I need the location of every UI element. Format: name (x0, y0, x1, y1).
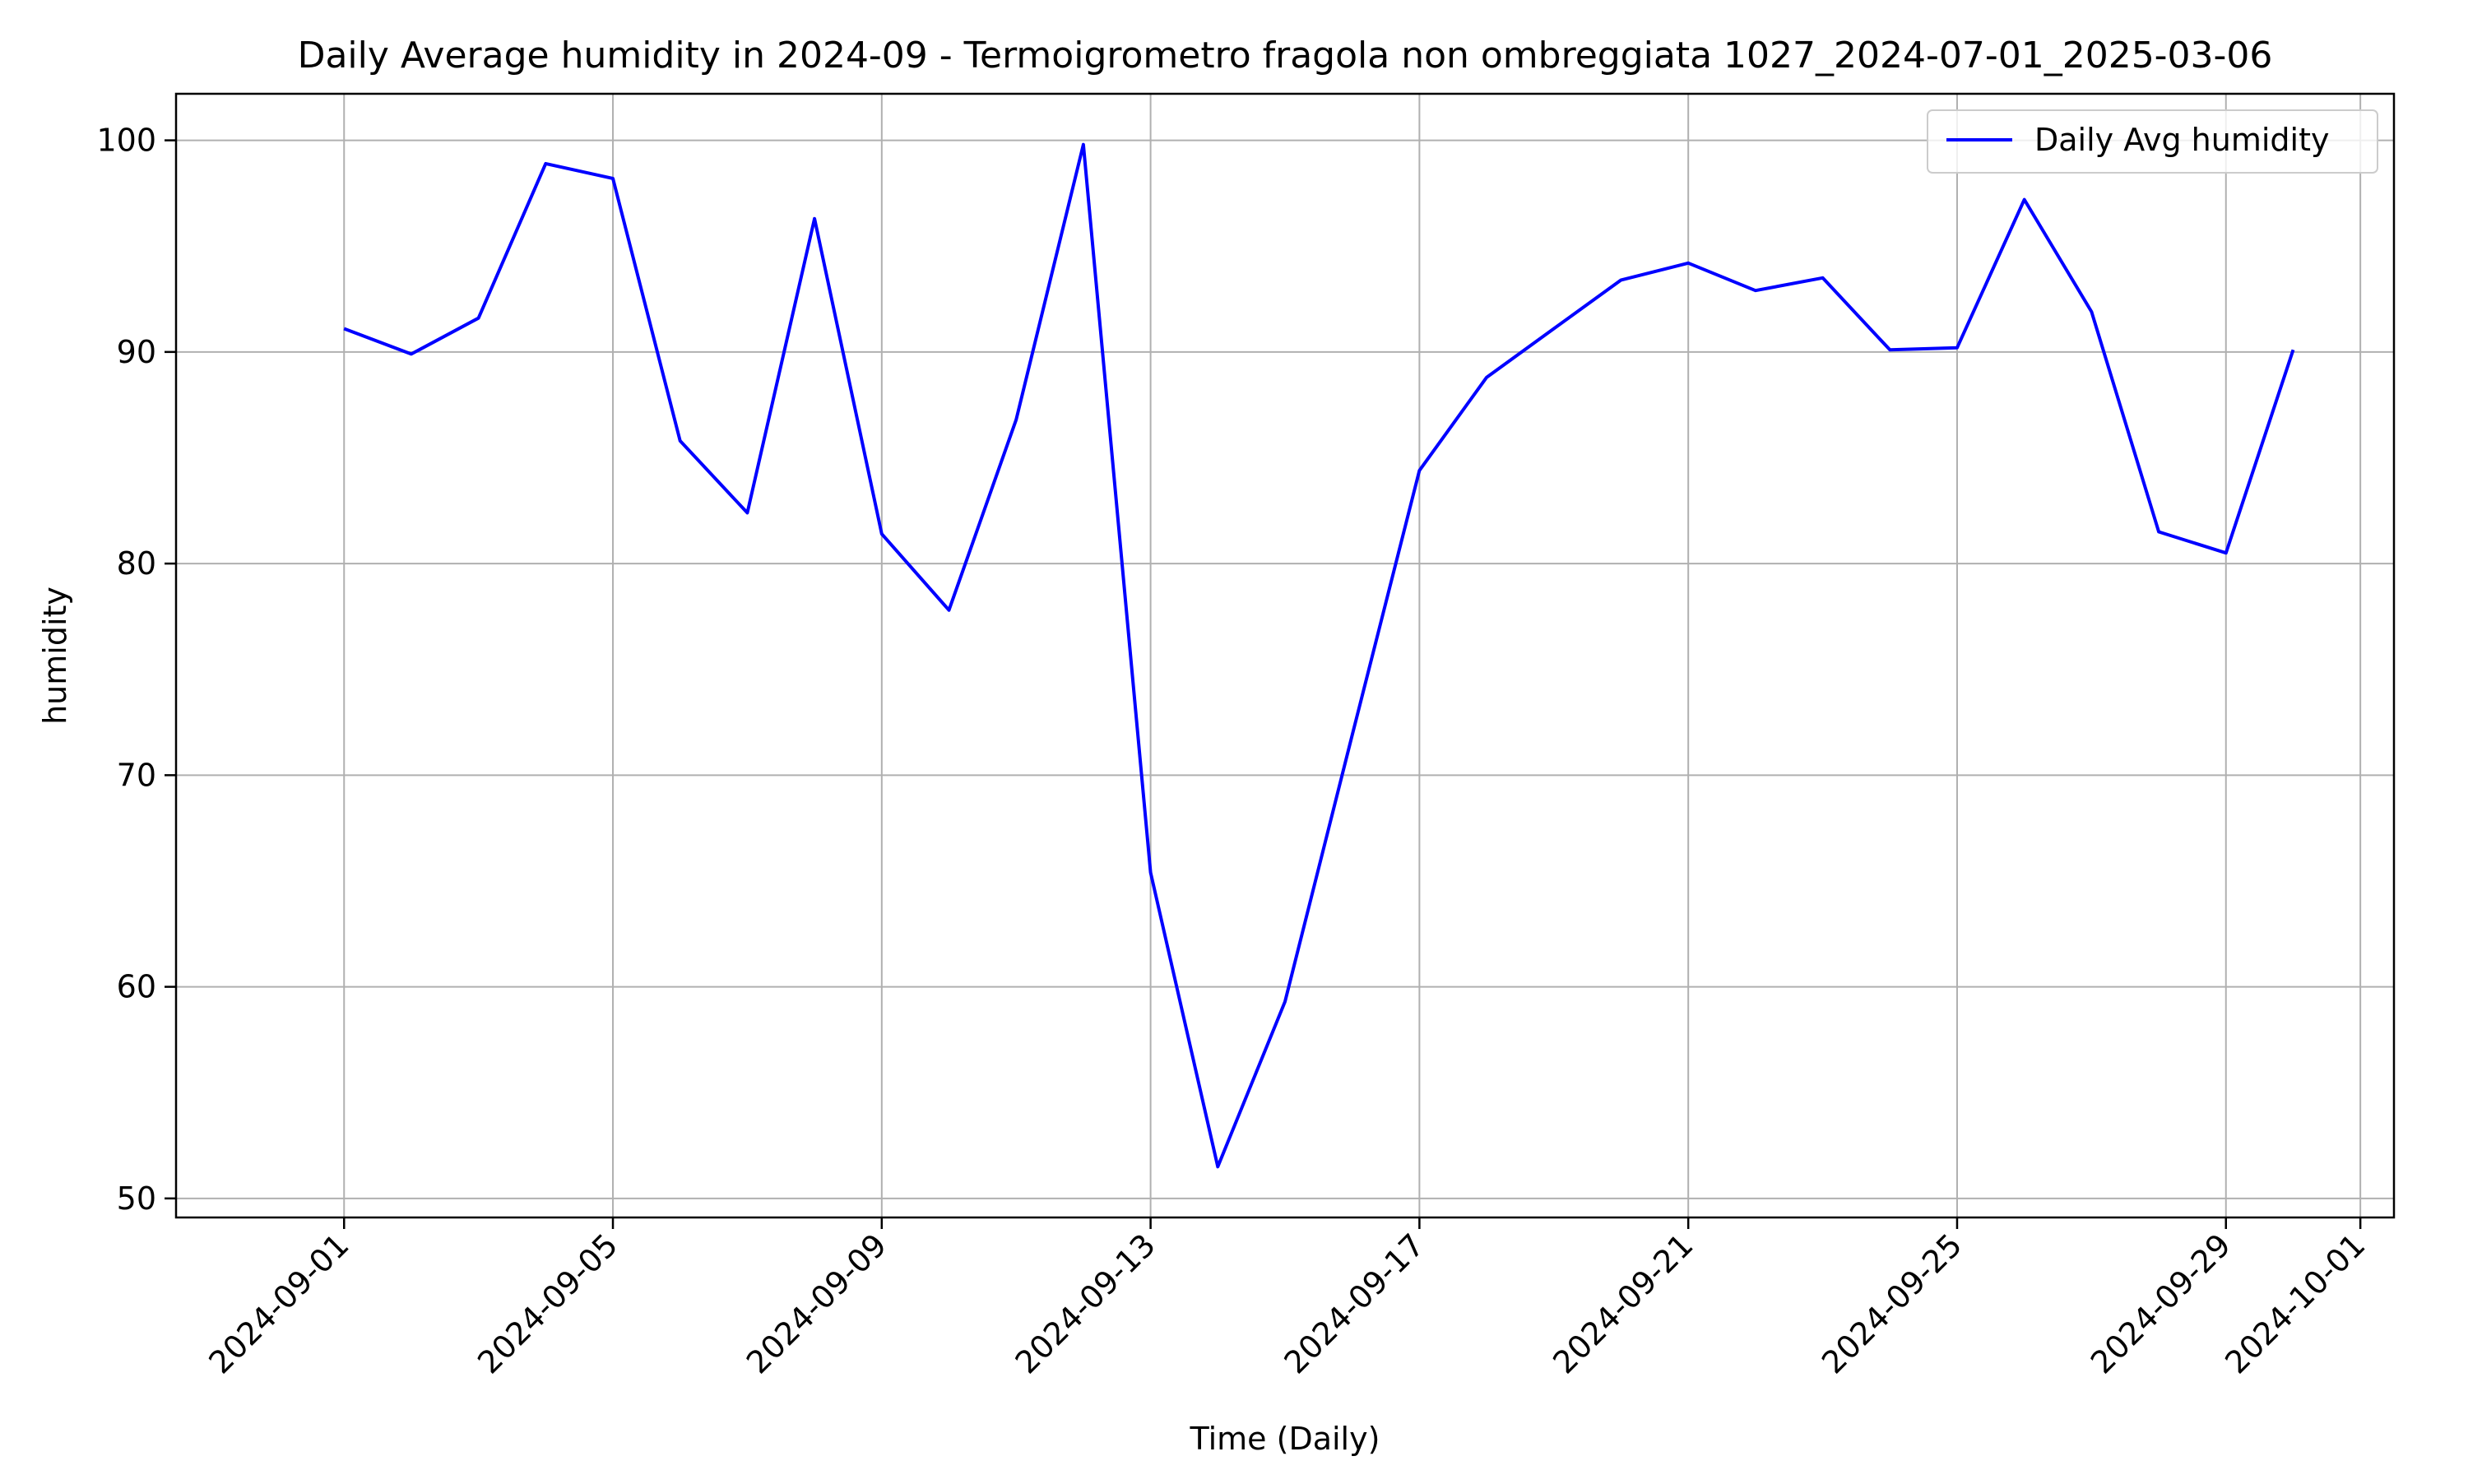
x-tick-label: 2024-10-01 (2218, 1227, 2372, 1380)
x-tick-label: 2024-09-21 (1546, 1227, 1700, 1380)
x-tick-label: 2024-09-13 (1009, 1227, 1162, 1380)
legend-label: Daily Avg humidity (2034, 122, 2330, 158)
x-tick-label: 2024-09-09 (740, 1227, 893, 1380)
y-tick-label: 100 (96, 123, 156, 159)
y-tick-label: 60 (117, 969, 156, 1005)
y-tick-label: 70 (117, 757, 156, 793)
x-tick-label: 2024-09-05 (471, 1227, 624, 1380)
x-tick-label: 2024-09-17 (1277, 1227, 1431, 1380)
y-tick-label: 80 (117, 545, 156, 582)
x-tick-label: 2024-09-01 (202, 1227, 355, 1380)
y-tick-label: 50 (117, 1180, 156, 1217)
x-tick-label: 2024-09-29 (2084, 1227, 2238, 1380)
y-tick-label: 90 (117, 334, 156, 370)
axis-ticks: 2024-09-01 2024-09-05 2024-09-09 2024-09-13… (96, 123, 2372, 1381)
series-layer (344, 145, 2293, 1167)
series-line (344, 145, 2293, 1167)
x-axis-label: Time (Daily) (1190, 1421, 1380, 1457)
y-axis-label: humidity (37, 587, 73, 725)
legend: Daily Avg humidity (1928, 110, 2378, 173)
chart-title: Daily Average humidity in 2024-09 - Term… (298, 35, 2273, 77)
x-tick-label: 2024-09-25 (1815, 1227, 1969, 1380)
